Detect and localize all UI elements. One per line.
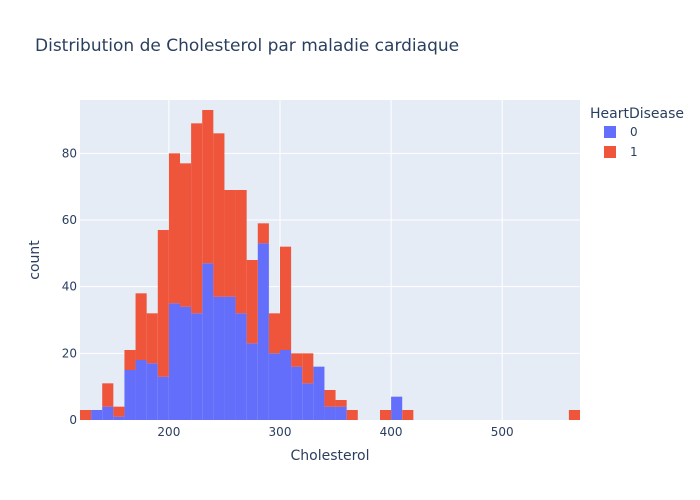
chart-title: Distribution de Cholesterol par maladie …	[35, 36, 459, 56]
x-axis-title: Cholesterol	[290, 448, 369, 464]
bar-heartdisease-1	[180, 163, 192, 307]
bar-heartdisease-1	[213, 133, 225, 297]
bar-heartdisease-1	[124, 350, 136, 370]
bar-heartdisease-0	[146, 363, 158, 420]
bar-heartdisease-0	[257, 243, 269, 420]
legend-title: HeartDisease	[590, 106, 684, 122]
bar-heartdisease-0	[224, 296, 236, 420]
bar-heartdisease-0	[268, 353, 280, 420]
x-tick-label: 500	[491, 425, 514, 439]
legend-swatch-1	[604, 146, 616, 158]
y-tick-label: 40	[62, 280, 77, 294]
legend-swatch-0	[604, 126, 616, 138]
bar-heartdisease-1	[335, 400, 347, 407]
bar-heartdisease-1	[224, 190, 236, 297]
y-tick-label: 60	[62, 213, 77, 227]
bar-heartdisease-1	[191, 123, 203, 314]
bar-heartdisease-0	[113, 416, 125, 420]
x-tick-labels: 200 300 400 500	[157, 425, 513, 439]
bar-heartdisease-0	[246, 343, 258, 420]
bar-heartdisease-0	[391, 396, 403, 420]
y-tick-label: 80	[62, 146, 77, 160]
bar-heartdisease-1	[146, 313, 158, 364]
bar-heartdisease-1	[157, 230, 169, 377]
bar-heartdisease-1	[402, 410, 414, 420]
bar-heartdisease-0	[324, 406, 336, 420]
y-tick-label: 20	[62, 346, 77, 360]
bar-heartdisease-1	[257, 223, 269, 244]
bar-heartdisease-1	[80, 410, 92, 420]
bar-heartdisease-0	[157, 376, 169, 420]
bar-heartdisease-1	[168, 153, 180, 304]
bar-heartdisease-0	[135, 360, 147, 420]
bar-heartdisease-0	[235, 313, 247, 420]
bar-heartdisease-1	[268, 313, 280, 354]
bars	[80, 110, 580, 420]
bar-heartdisease-1	[568, 410, 580, 420]
legend-label-1: 1	[630, 145, 638, 159]
y-axis-title: count	[27, 240, 43, 280]
bar-heartdisease-1	[102, 383, 114, 407]
bar-heartdisease-1	[291, 353, 303, 367]
bar-heartdisease-1	[346, 410, 358, 420]
bar-heartdisease-0	[335, 406, 347, 420]
legend-label-0: 0	[630, 125, 638, 139]
bar-heartdisease-0	[302, 383, 314, 420]
y-tick-labels: 0 20 40 60 80	[62, 146, 77, 427]
bar-heartdisease-1	[113, 406, 125, 417]
y-tick-label: 0	[69, 413, 77, 427]
bar-heartdisease-0	[124, 370, 136, 420]
x-tick-label: 300	[269, 425, 292, 439]
bar-heartdisease-1	[135, 293, 147, 360]
bar-heartdisease-0	[91, 410, 103, 420]
x-tick-label: 200	[157, 425, 180, 439]
bar-heartdisease-0	[180, 306, 192, 420]
bar-heartdisease-0	[213, 296, 225, 420]
bar-heartdisease-1	[380, 410, 392, 420]
bar-heartdisease-0	[313, 366, 325, 420]
bar-heartdisease-0	[102, 406, 114, 420]
bar-heartdisease-1	[235, 190, 247, 314]
bar-heartdisease-1	[302, 353, 314, 384]
bar-heartdisease-1	[324, 390, 336, 407]
legend: HeartDisease 0 1	[590, 106, 684, 159]
bar-heartdisease-0	[191, 313, 203, 420]
bar-heartdisease-0	[291, 366, 303, 420]
bar-heartdisease-0	[202, 263, 214, 420]
bar-heartdisease-1	[246, 260, 258, 344]
bar-heartdisease-0	[168, 303, 180, 420]
bar-heartdisease-1	[202, 110, 214, 264]
bar-heartdisease-1	[280, 246, 292, 350]
x-tick-label: 400	[380, 425, 403, 439]
bar-heartdisease-0	[280, 350, 292, 420]
